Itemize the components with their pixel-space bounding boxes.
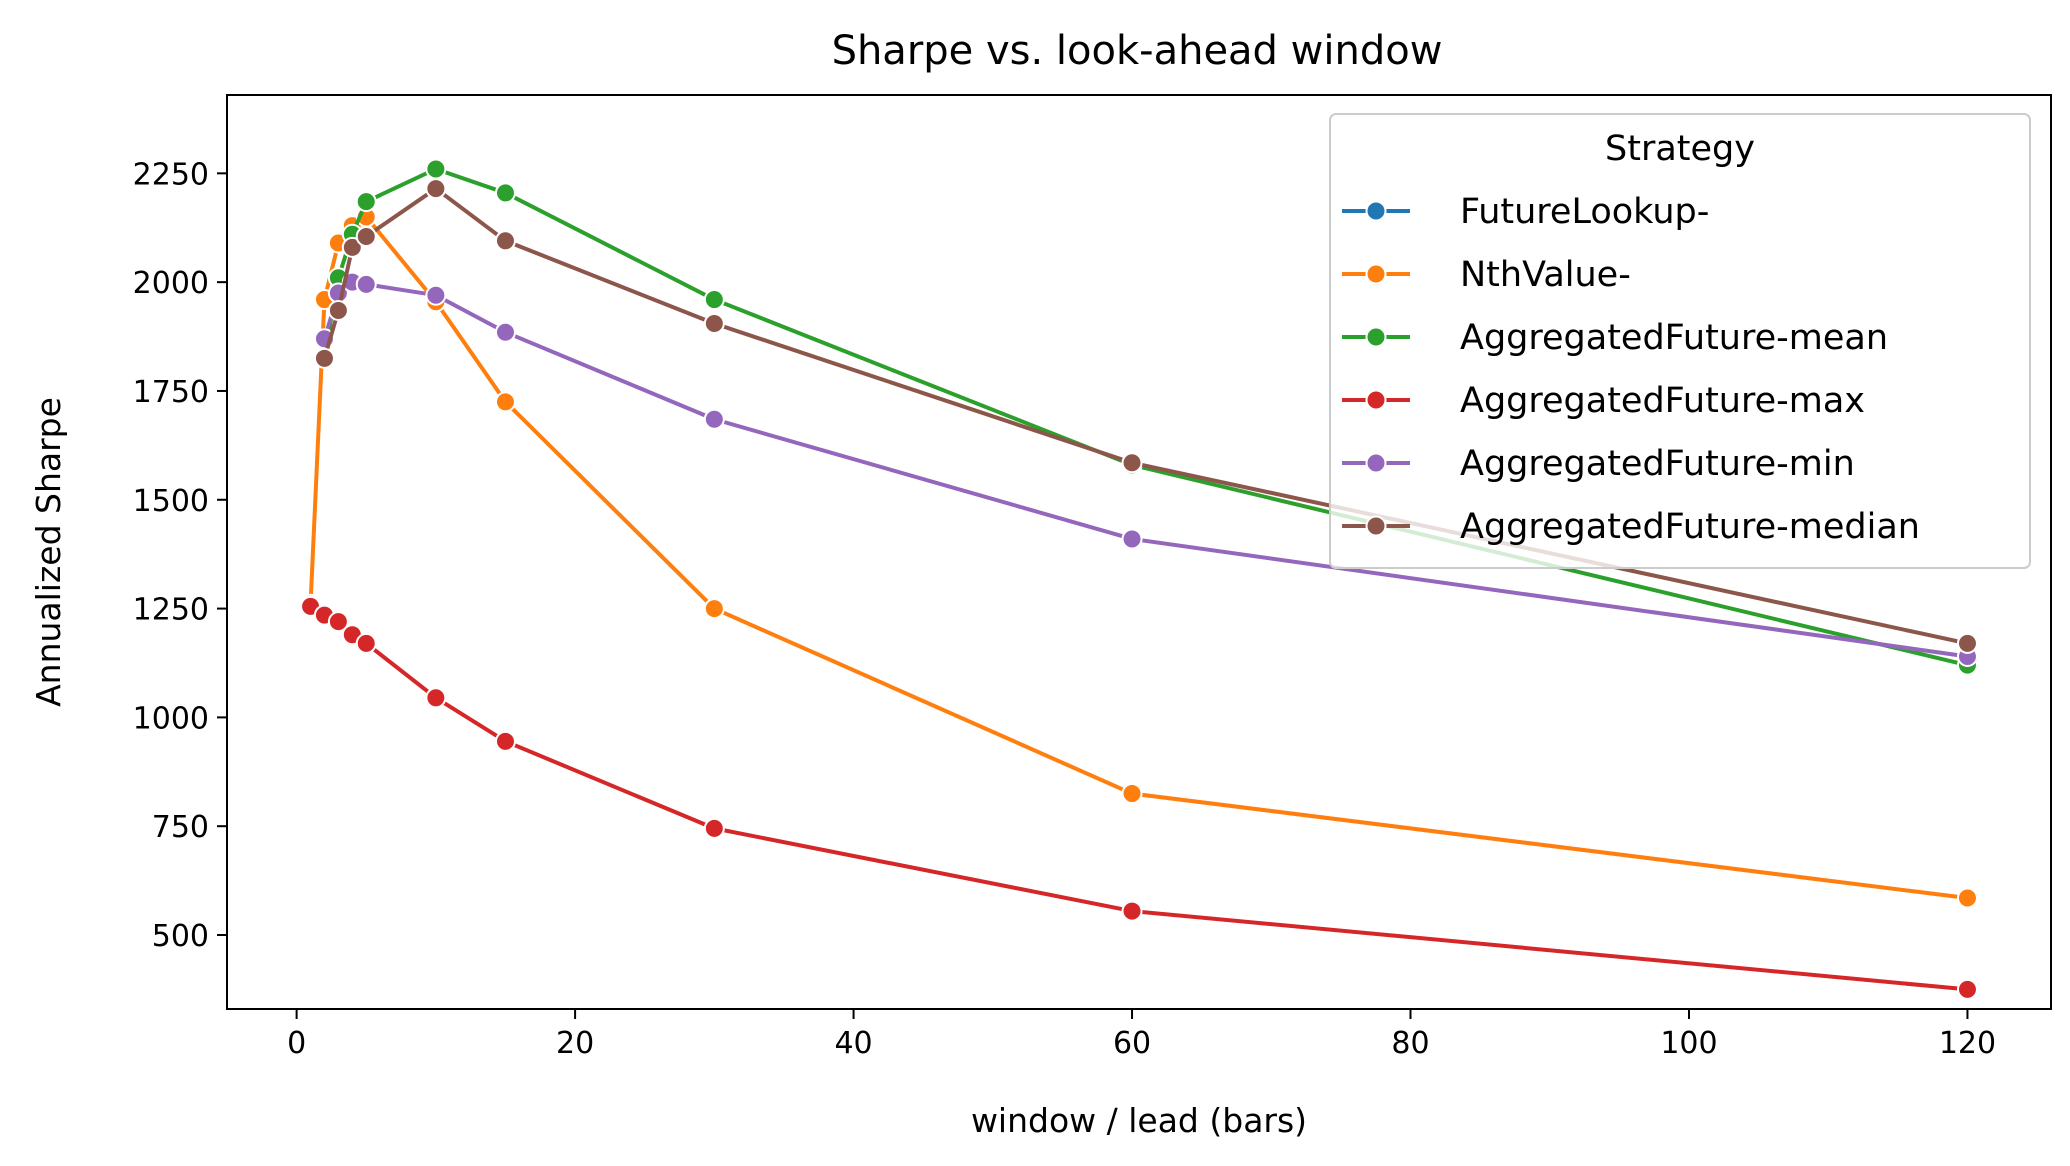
data-point <box>355 191 377 213</box>
data-point <box>327 611 349 633</box>
legend: Strategy FutureLookup- NthValue- Aggregate… <box>1329 113 2031 569</box>
legend-marker <box>1365 389 1387 411</box>
data-point <box>1121 452 1143 474</box>
data-point <box>425 284 447 306</box>
y-tick-label: 1250 <box>133 593 209 628</box>
legend-label: FutureLookup- <box>1460 192 1709 232</box>
data-point <box>494 321 516 343</box>
legend-marker <box>1365 452 1387 474</box>
y-tick-label: 1500 <box>133 484 209 519</box>
legend-entry: AggregatedFuture-min <box>1342 444 1855 484</box>
x-axis-label: window / lead (bars) <box>971 1101 1307 1140</box>
legend-entry: FutureLookup- <box>1342 192 1709 232</box>
plot-area <box>300 158 1978 1000</box>
data-point <box>341 236 363 258</box>
data-point <box>1956 978 1978 1000</box>
legend-marker <box>1365 200 1387 222</box>
y-tick-label: 1000 <box>133 701 209 736</box>
data-point <box>1956 887 1978 909</box>
data-point <box>703 817 725 839</box>
data-point <box>355 632 377 654</box>
data-point <box>703 289 725 311</box>
series-aggregatedfuture-median <box>313 178 1978 654</box>
y-axis-ticks: 500 750 1000 1250 1500 1750 2000 2250 <box>133 157 227 954</box>
legend-marker <box>1365 263 1387 285</box>
data-point <box>494 230 516 252</box>
x-tick-label: 20 <box>556 1026 594 1061</box>
y-tick-label: 2250 <box>133 157 209 192</box>
data-point <box>494 391 516 413</box>
legend-entry: AggregatedFuture-mean <box>1342 318 1888 358</box>
data-point <box>425 178 447 200</box>
data-point <box>494 182 516 204</box>
axes-frame <box>226 94 2052 1010</box>
data-point <box>703 408 725 430</box>
data-point <box>355 273 377 295</box>
data-point <box>1121 528 1143 550</box>
legend-marker <box>1365 326 1387 348</box>
x-tick-label: 100 <box>1660 1026 1717 1061</box>
data-point <box>313 347 335 369</box>
series-aggregatedfuture-max <box>300 595 1978 1000</box>
y-tick-label: 2000 <box>133 266 209 301</box>
x-tick-label: 60 <box>1113 1026 1151 1061</box>
legend-label: AggregatedFuture-min <box>1460 444 1855 484</box>
data-point <box>494 730 516 752</box>
data-point <box>703 598 725 620</box>
data-point <box>327 299 349 321</box>
y-tick-label: 1750 <box>133 375 209 410</box>
legend-entry: AggregatedFuture-max <box>1342 381 1865 421</box>
chart-title: Sharpe vs. look-ahead window <box>832 28 1443 74</box>
legend-label: NthValue- <box>1460 255 1631 295</box>
legend-marker <box>1365 515 1387 537</box>
legend-label: AggregatedFuture-median <box>1460 507 1920 547</box>
legend-label: AggregatedFuture-max <box>1460 381 1865 421</box>
legend-box <box>1329 113 2031 569</box>
x-tick-label: 0 <box>287 1026 306 1061</box>
x-tick-label: 80 <box>1391 1026 1429 1061</box>
legend-entry: AggregatedFuture-median <box>1342 507 1920 547</box>
legend-label: AggregatedFuture-mean <box>1460 318 1888 358</box>
legend-title: Strategy <box>1605 129 1755 169</box>
y-tick-label: 500 <box>152 919 209 954</box>
legend-entry: NthValue- <box>1342 255 1631 295</box>
data-point <box>1956 632 1978 654</box>
x-axis-ticks: 0 20 40 60 80 100 120 <box>287 1009 1996 1061</box>
data-point <box>425 158 447 180</box>
y-axis-label: Annualized Sharpe <box>29 397 68 707</box>
data-point <box>1121 900 1143 922</box>
data-point <box>425 687 447 709</box>
x-tick-label: 40 <box>834 1026 872 1061</box>
y-tick-label: 750 <box>152 810 209 845</box>
data-point <box>355 225 377 247</box>
data-point <box>1121 783 1143 805</box>
data-point <box>703 313 725 334</box>
x-tick-label: 120 <box>1939 1026 1996 1061</box>
